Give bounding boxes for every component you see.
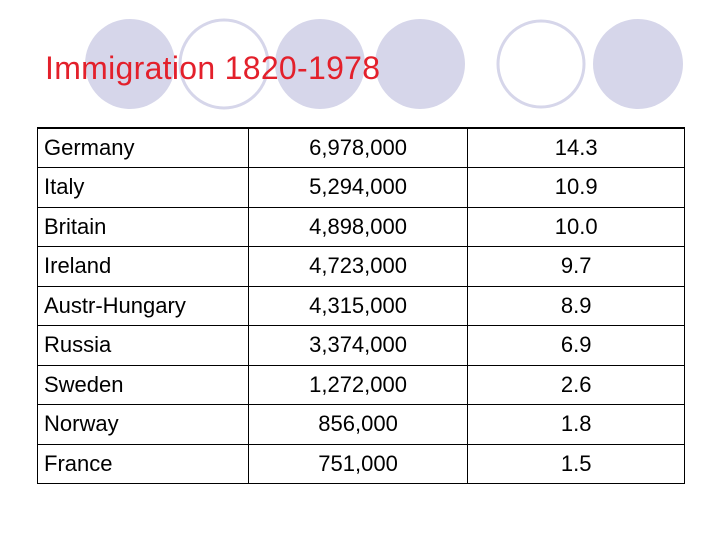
table-row: Sweden 1,272,000 2.6 — [37, 364, 685, 405]
table-row: Britain 4,898,000 10.0 — [37, 206, 685, 247]
table-cell: 4,315,000 — [247, 285, 469, 326]
table-cell: 856,000 — [247, 404, 469, 445]
table-cell: 1.8 — [467, 404, 685, 445]
table-cell: 4,898,000 — [247, 206, 469, 247]
table-cell: 1.5 — [467, 443, 685, 484]
table-cell: Italy — [37, 167, 249, 208]
table-cell: Germany — [37, 127, 249, 168]
circle — [496, 19, 586, 109]
table-cell: 6.9 — [467, 325, 685, 366]
table-cell: Russia — [37, 325, 249, 366]
table-cell: 1,272,000 — [247, 364, 469, 405]
table-row: Norway 856,000 1.8 — [37, 404, 685, 445]
slide-title: Immigration 1820-1978 — [45, 50, 381, 86]
table-cell: 14.3 — [467, 127, 685, 168]
table-cell: 6,978,000 — [247, 127, 469, 168]
table-cell: Sweden — [37, 364, 249, 405]
table-cell: 2.6 — [467, 364, 685, 405]
circle — [275, 19, 365, 109]
circle — [85, 19, 175, 109]
table-cell: Ireland — [37, 246, 249, 287]
table-cell: 8.9 — [467, 285, 685, 326]
circle — [375, 19, 465, 109]
data-table: Germany 6,978,000 14.3 Italy 5,294,000 10.9 Br… — [37, 127, 685, 484]
table-cell: Austr-Hungary — [37, 285, 249, 326]
circle — [178, 18, 270, 110]
table-row: Italy 5,294,000 10.9 — [37, 167, 685, 208]
table-row: Austr-Hungary 4,315,000 8.9 — [37, 285, 685, 326]
table-cell: 9.7 — [467, 246, 685, 287]
table-cell: 10.0 — [467, 206, 685, 247]
table-cell: 10.9 — [467, 167, 685, 208]
table-cell: Norway — [37, 404, 249, 445]
table-row: Ireland 4,723,000 9.7 — [37, 246, 685, 287]
table-cell: 751,000 — [247, 443, 469, 484]
table-row: Russia 3,374,000 6.9 — [37, 325, 685, 366]
table-row: Germany 6,978,000 14.3 — [37, 127, 685, 168]
table-cell: 3,374,000 — [247, 325, 469, 366]
table-cell: 5,294,000 — [247, 167, 469, 208]
table-row: France 751,000 1.5 — [37, 443, 685, 484]
table-cell: 4,723,000 — [247, 246, 469, 287]
table-cell: France — [37, 443, 249, 484]
circle — [593, 19, 683, 109]
table-cell: Britain — [37, 206, 249, 247]
